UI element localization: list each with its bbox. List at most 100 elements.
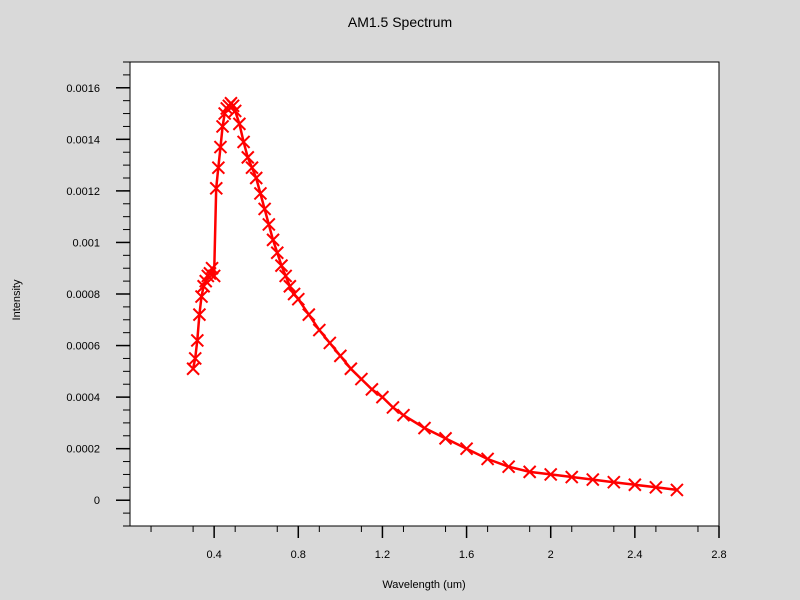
data-point-marker (213, 140, 228, 154)
y-axis: 0 0.0002 0.0004 0.0006 0.0008 0.001 0.0012 0.00… (66, 61, 130, 527)
data-point-marker (670, 483, 684, 497)
x-tick-label: 2.4 (627, 549, 642, 561)
marker-stroke (375, 390, 390, 404)
y-tick-label: 0.0014 (66, 134, 100, 146)
data-point-marker (480, 452, 495, 466)
marker-stroke (186, 362, 200, 376)
marker-stroke (417, 421, 432, 435)
data-point-marker (291, 292, 305, 306)
marker-stroke (192, 307, 207, 322)
data-point-marker (354, 372, 369, 386)
data-point-marker (215, 119, 230, 134)
marker-stroke (190, 333, 205, 348)
data-point-marker (190, 333, 205, 348)
marker-stroke (649, 480, 663, 495)
x-axis-title: Wavelength (um) (382, 579, 465, 591)
plot-area (129, 61, 720, 527)
y-tick-label: 0.0006 (66, 341, 100, 353)
data-point-marker (459, 441, 474, 456)
marker-stroke (333, 349, 348, 363)
data-point-marker (245, 160, 259, 175)
marker-stroke (365, 382, 379, 397)
marker-stroke (209, 181, 223, 196)
marker-stroke (278, 269, 293, 283)
marker-stroke (266, 233, 280, 247)
data-point-marker (522, 465, 537, 479)
x-tick-label: 1.2 (375, 549, 390, 561)
data-point-marker (283, 279, 297, 293)
data-point-marker (344, 362, 358, 376)
data-point-marker (262, 217, 276, 232)
data-point-marker (438, 431, 453, 446)
marker-stroke (205, 261, 219, 275)
data-point-marker (333, 349, 348, 363)
y-tick-label: 0.0002 (66, 444, 100, 456)
data-point-marker (232, 117, 247, 131)
data-point-marker (205, 261, 219, 275)
marker-stroke (544, 467, 558, 482)
data-point-marker (501, 460, 516, 474)
data-point-marker (257, 202, 272, 216)
marker-stroke (236, 135, 251, 149)
x-tick-label: 1.6 (459, 549, 474, 561)
data-point-marker (302, 307, 316, 322)
marker-stroke (354, 372, 369, 386)
marker-stroke (302, 307, 316, 322)
data-point-marker (236, 135, 251, 149)
marker-stroke (270, 246, 284, 260)
chart-title: AM1.5 Spectrum (348, 14, 452, 30)
marker-stroke (344, 362, 358, 376)
marker-stroke (194, 289, 209, 304)
data-point-marker (209, 181, 223, 196)
data-point-marker (323, 336, 337, 350)
marker-stroke (628, 478, 642, 492)
y-tick-label: 0.001 (72, 237, 100, 249)
data-point-marker (241, 150, 255, 165)
y-tick-label: 0.0012 (66, 186, 100, 198)
marker-stroke (565, 470, 579, 484)
data-point-marker (186, 362, 200, 376)
x-tick-label: 0.8 (291, 549, 306, 561)
marker-stroke (213, 140, 228, 154)
x-tick-label: 2 (548, 549, 554, 561)
data-point-marker (253, 186, 268, 201)
marker-stroke (257, 202, 272, 216)
marker-stroke (228, 104, 242, 118)
marker-stroke (438, 431, 453, 446)
data-point-marker (194, 289, 209, 304)
marker-stroke (386, 400, 400, 415)
marker-stroke (232, 117, 247, 131)
marker-stroke (291, 292, 305, 306)
data-point-marker (628, 478, 642, 492)
data-point-marker (207, 269, 221, 283)
data-point-marker (211, 160, 226, 175)
data-point-marker (417, 421, 432, 435)
data-point-marker (375, 390, 390, 404)
y-axis-title: Intensity (11, 279, 23, 320)
marker-stroke (207, 269, 221, 283)
data-point-marker (396, 408, 411, 422)
data-point-marker (249, 171, 263, 185)
marker-stroke (607, 475, 621, 489)
marker-stroke (249, 171, 263, 185)
data-point-marker (607, 475, 621, 489)
data-point-marker (274, 258, 289, 273)
y-tick-label: 0.0008 (66, 289, 100, 301)
y-tick-label: 0.0016 (66, 83, 100, 95)
marker-stroke (215, 119, 230, 134)
x-tick-label: 0.4 (206, 549, 221, 561)
marker-stroke (283, 279, 297, 293)
x-tick-label: 2.8 (711, 549, 726, 561)
marker-stroke (459, 441, 474, 456)
marker-stroke (480, 452, 495, 466)
series-layer (186, 96, 684, 497)
marker-stroke (274, 258, 289, 273)
marker-stroke (323, 336, 337, 350)
marker-stroke (262, 217, 276, 232)
data-point-marker (270, 246, 284, 260)
marker-stroke (501, 460, 516, 474)
data-point-marker (649, 480, 663, 495)
marker-stroke (253, 186, 268, 201)
data-point-marker (228, 104, 242, 118)
data-point-marker (192, 307, 207, 322)
